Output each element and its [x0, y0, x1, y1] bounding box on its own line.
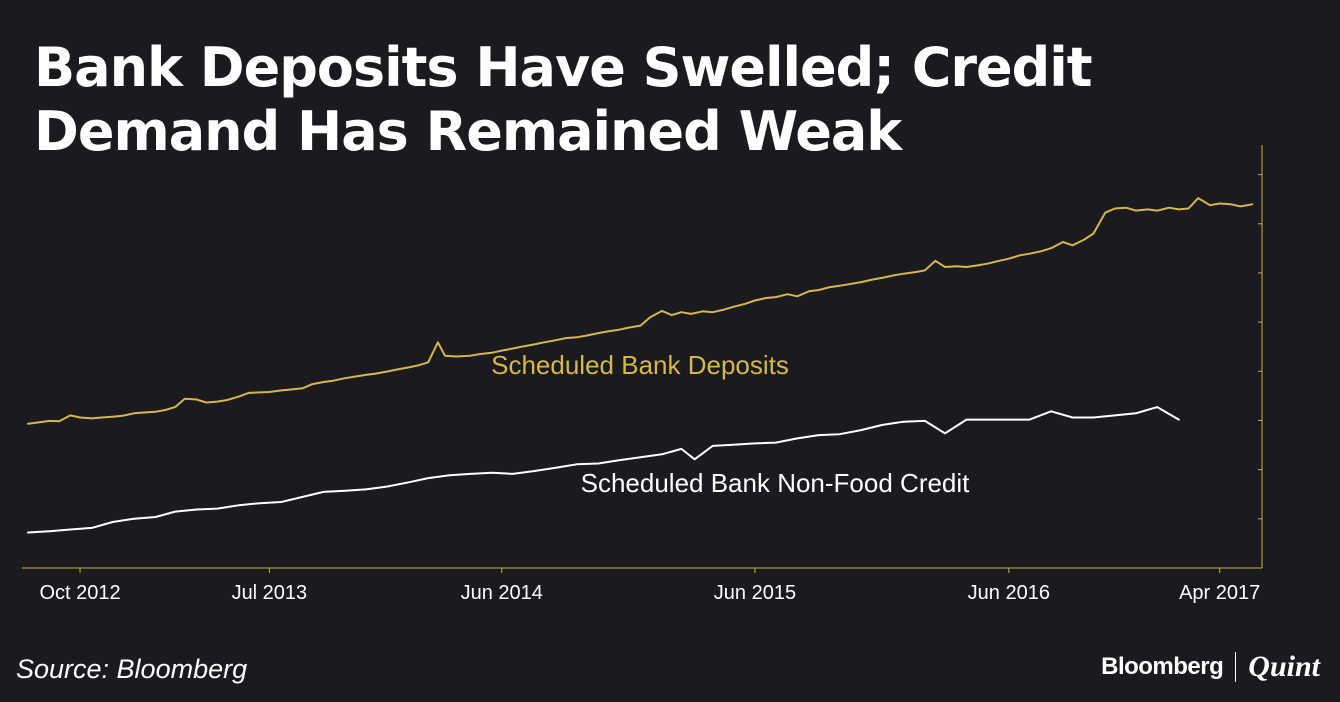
x-tick-label: Oct 2012: [39, 582, 120, 604]
deposits-series-label: Scheduled Bank Deposits: [491, 350, 789, 380]
series-layer: [27, 197, 1254, 534]
brand-divider: [1235, 652, 1237, 682]
chart-title: Bank Deposits Have Swelled; Credit Deman…: [34, 36, 1093, 163]
x-tick-label: Jun 2016: [968, 582, 1050, 604]
x-tick-label: Jun 2015: [714, 582, 796, 604]
series-label-layer: Scheduled Bank Deposits Scheduled Bank No…: [491, 350, 970, 498]
x-tick-label: Jul 2013: [232, 582, 308, 604]
credit-line: [27, 406, 1180, 534]
brand-quint: Quint: [1248, 650, 1320, 683]
x-tick-label: Jun 2014: [461, 582, 543, 604]
brand-bloomberg: Bloomberg: [1101, 653, 1224, 680]
axis-layer: Oct 2012 Jul 2013 Jun 2014 Jun 2015 Jun 2016…: [22, 145, 1263, 604]
brand-logo: Bloomberg Quint: [1101, 650, 1320, 684]
deposits-line: [27, 197, 1254, 425]
x-tick-label: Apr 2017: [1179, 582, 1260, 604]
source-note: Source: Bloomberg: [16, 654, 248, 684]
credit-series-label: Scheduled Bank Non-Food Credit: [581, 468, 971, 498]
